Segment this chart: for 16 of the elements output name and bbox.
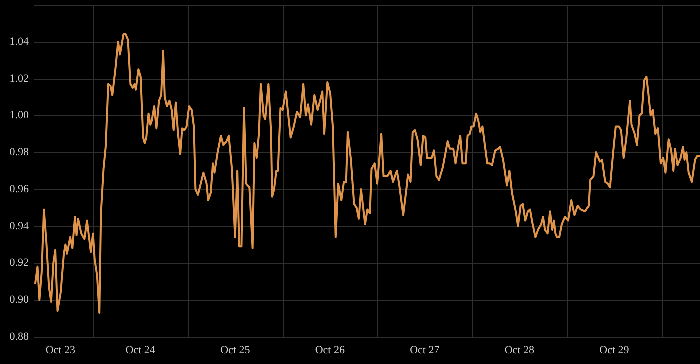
y-tick-label: 1.00 bbox=[10, 110, 30, 122]
y-tick-label: 0.88 bbox=[10, 331, 30, 343]
x-tick-label: Oct 26 bbox=[315, 344, 346, 356]
x-tick-label: Oct 23 bbox=[46, 344, 76, 356]
x-tick-label: Oct 29 bbox=[600, 344, 630, 356]
x-tick-label: Oct 25 bbox=[220, 344, 251, 356]
y-tick-label: 0.98 bbox=[10, 146, 30, 159]
y-tick-label: 0.94 bbox=[10, 220, 30, 232]
y-tick-label: 1.02 bbox=[10, 72, 29, 85]
x-tick-label: Oct 24 bbox=[126, 344, 156, 356]
y-tick-label: 0.92 bbox=[10, 257, 29, 270]
y-tick-label: 0.96 bbox=[10, 183, 30, 196]
x-tick-label: Oct 28 bbox=[504, 344, 535, 356]
y-tick-label: 1.04 bbox=[10, 36, 30, 48]
x-tick-label: Oct 27 bbox=[410, 344, 440, 356]
y-tick-label: 0.90 bbox=[10, 294, 30, 306]
